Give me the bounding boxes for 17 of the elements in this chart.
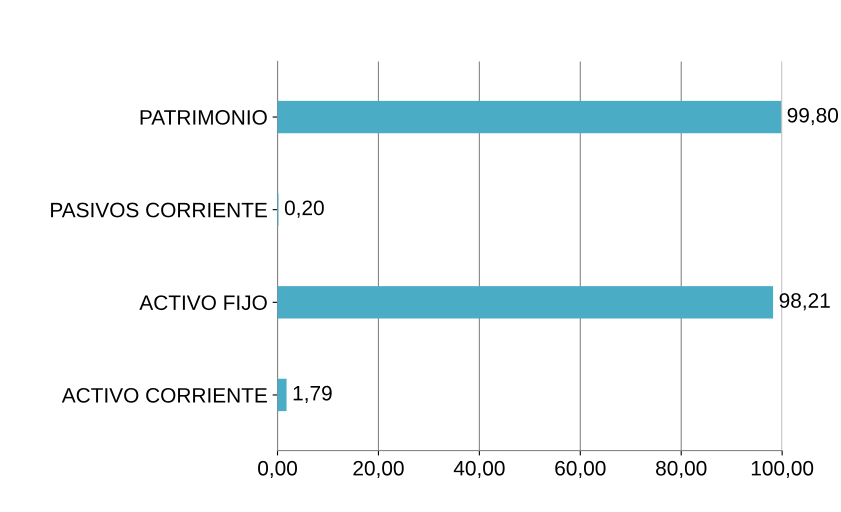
y-tick-label: PASIVOS CORRIENTE — [51, 202, 267, 218]
data-label: 1,79 — [294, 386, 332, 404]
y-tick-label: PATRIMONIO — [140, 110, 267, 125]
data-label: 0,20 — [284, 200, 324, 218]
x-tick-label: 40,00 — [454, 460, 505, 478]
x-tick-label: 0,00 — [258, 460, 297, 478]
y-tick-label: ACTIVO FIJO — [139, 295, 267, 310]
x-tick-label: 20,00 — [353, 460, 404, 478]
x-tick-label: 60,00 — [555, 460, 606, 478]
x-tick-label: 80,00 — [656, 460, 706, 478]
data-label: 99,80 — [788, 108, 838, 126]
data-label: 98,21 — [780, 293, 830, 310]
bar — [278, 286, 774, 319]
x-tick-label: 100,00 — [752, 460, 814, 478]
bar — [278, 100, 782, 134]
bar — [278, 378, 287, 412]
y-tick-label: ACTIVO CORRIENTE — [62, 388, 267, 403]
